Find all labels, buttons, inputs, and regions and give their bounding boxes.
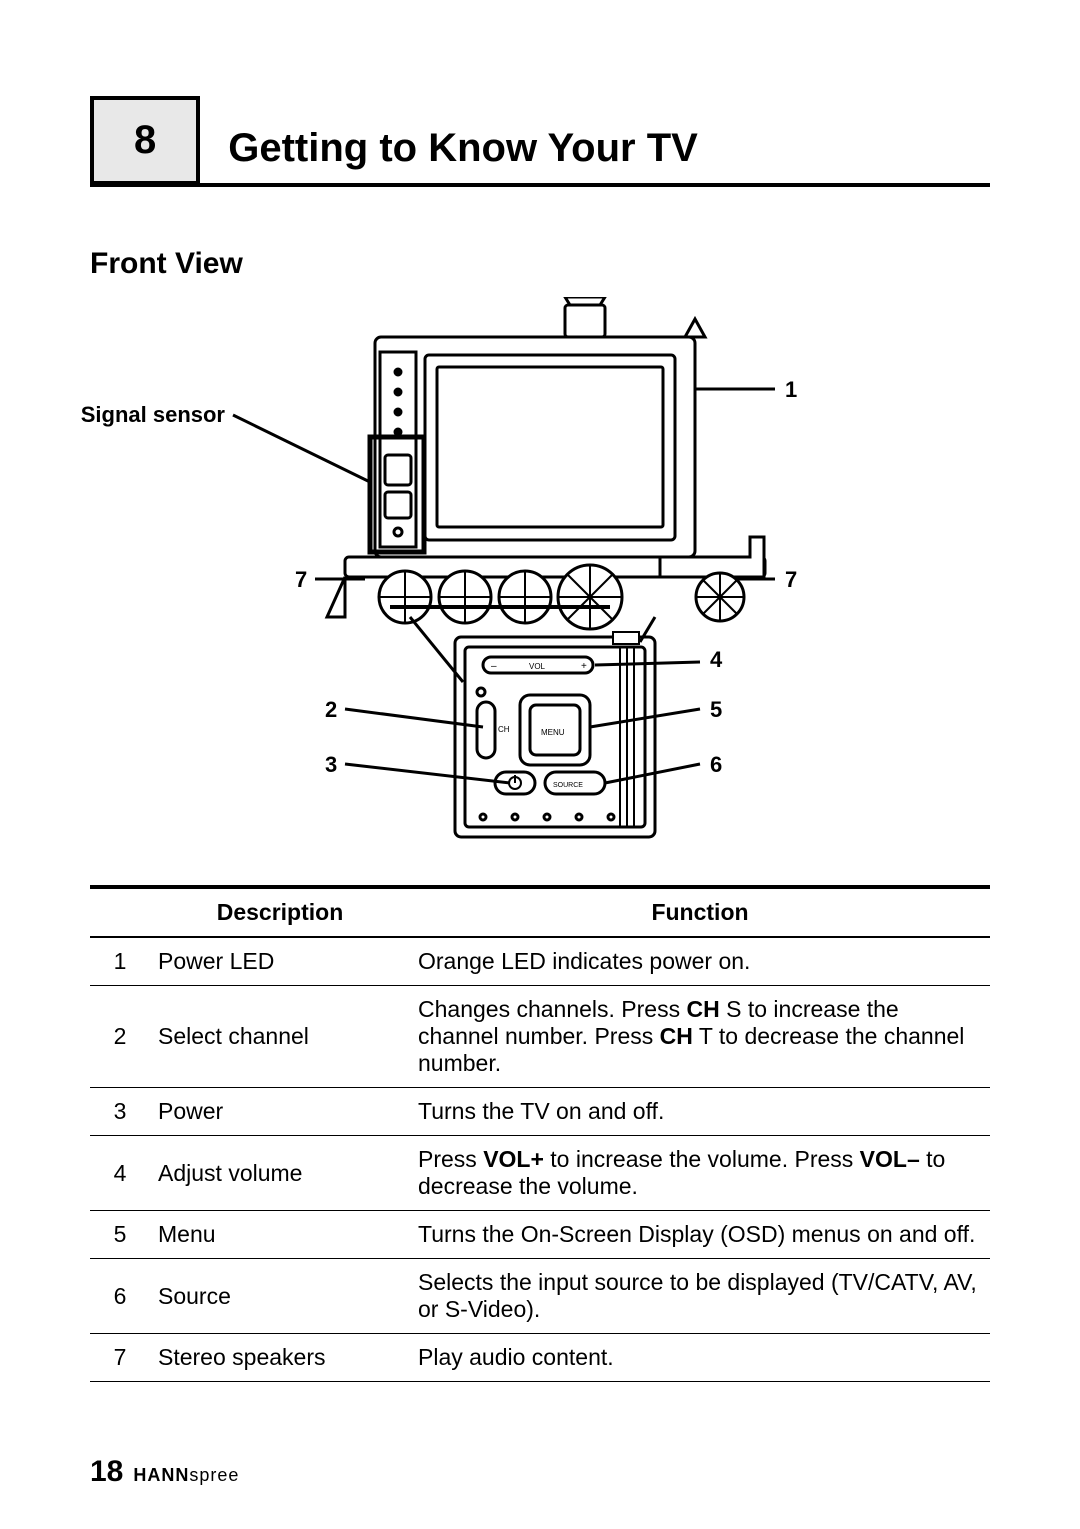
section-title: Front View <box>90 247 990 281</box>
page-number: 18 <box>90 1455 123 1489</box>
parts-table: Description Function 1Power LEDOrange LE… <box>90 885 990 1382</box>
svg-text:–: – <box>491 661 497 672</box>
table-row: 6SourceSelects the input source to be di… <box>90 1259 990 1334</box>
chapter-title: Getting to Know Your TV <box>228 126 698 179</box>
row-function: Changes channels. Press CH S to increase… <box>410 986 990 1088</box>
row-function: Play audio content. <box>410 1334 990 1382</box>
svg-text:CH: CH <box>498 725 510 734</box>
row-index: 5 <box>90 1211 150 1259</box>
svg-text:SOURCE: SOURCE <box>553 782 583 789</box>
row-function: Selects the input source to be displayed… <box>410 1259 990 1334</box>
row-index: 1 <box>90 937 150 986</box>
row-description: Adjust volume <box>150 1136 410 1211</box>
row-function: Turns the TV on and off. <box>410 1088 990 1136</box>
row-description: Source <box>150 1259 410 1334</box>
col-description: Description <box>150 887 410 937</box>
chapter-header: 8 Getting to Know Your TV <box>90 90 990 187</box>
col-function: Function <box>410 887 990 937</box>
row-index: 2 <box>90 986 150 1088</box>
row-description: Select channel <box>150 986 410 1088</box>
row-function: Turns the On-Screen Display (OSD) menus … <box>410 1211 990 1259</box>
table-row: 5MenuTurns the On-Screen Display (OSD) m… <box>90 1211 990 1259</box>
page-footer: 18 HANNspree <box>90 1455 239 1489</box>
table-row: 3PowerTurns the TV on and off. <box>90 1088 990 1136</box>
brand-logo: HANNspree <box>133 1465 239 1486</box>
chapter-number-box: 8 <box>90 96 200 185</box>
row-index: 3 <box>90 1088 150 1136</box>
row-index: 4 <box>90 1136 150 1211</box>
table-row: 2Select channelChanges channels. Press C… <box>90 986 990 1088</box>
row-function: Press VOL+ to increase the volume. Press… <box>410 1136 990 1211</box>
row-description: Menu <box>150 1211 410 1259</box>
row-index: 6 <box>90 1259 150 1334</box>
diagram-front-view: Signal sensor 1 7 7 2 3 4 5 6 <box>165 297 915 857</box>
tv-illustration: – VOL + CH MENU <box>165 297 915 857</box>
row-index: 7 <box>90 1334 150 1382</box>
row-description: Power <box>150 1088 410 1136</box>
chapter-number: 8 <box>134 118 156 162</box>
svg-text:MENU: MENU <box>541 728 565 737</box>
svg-text:VOL: VOL <box>529 662 546 671</box>
table-row: 1Power LEDOrange LED indicates power on. <box>90 937 990 986</box>
table-row: 7Stereo speakersPlay audio content. <box>90 1334 990 1382</box>
col-blank <box>90 887 150 937</box>
svg-text:+: + <box>581 661 587 672</box>
row-description: Stereo speakers <box>150 1334 410 1382</box>
table-row: 4Adjust volumePress VOL+ to increase the… <box>90 1136 990 1211</box>
row-function: Orange LED indicates power on. <box>410 937 990 986</box>
row-description: Power LED <box>150 937 410 986</box>
